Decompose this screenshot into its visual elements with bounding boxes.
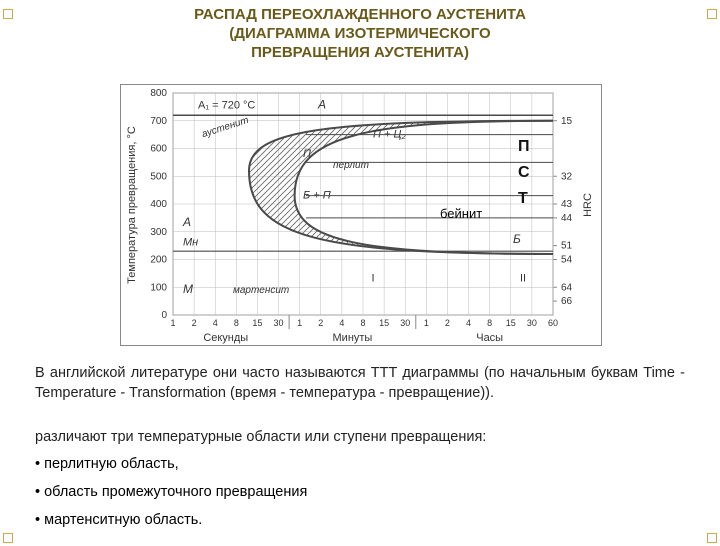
page-title: РАСПАД ПЕРЕОХЛАЖДЕННОГО АУСТЕНИТА (ДИАГР… — [0, 6, 720, 62]
svg-text:400: 400 — [150, 199, 167, 210]
svg-text:800: 800 — [150, 88, 167, 99]
svg-text:44: 44 — [561, 213, 573, 224]
paragraph-1: В английской литературе они часто называ… — [35, 364, 685, 403]
svg-text:60: 60 — [548, 318, 558, 328]
svg-text:0: 0 — [161, 310, 167, 321]
svg-text:2: 2 — [445, 318, 450, 328]
svg-text:30: 30 — [400, 318, 410, 328]
svg-text:43: 43 — [561, 199, 573, 210]
svg-text:30: 30 — [274, 318, 284, 328]
title-line3: ПРЕВРАЩЕНИЯ АУСТЕНИТА) — [0, 44, 720, 63]
right-letter-t: Т — [518, 190, 528, 208]
svg-text:8: 8 — [234, 318, 239, 328]
svg-text:Секунды: Секунды — [203, 332, 248, 344]
svg-text:Часы: Часы — [476, 332, 503, 344]
svg-text:32: 32 — [561, 171, 573, 182]
svg-text:8: 8 — [360, 318, 365, 328]
title-line1: РАСПАД ПЕРЕОХЛАЖДЕННОГО АУСТЕНИТА — [0, 6, 720, 25]
svg-text:1: 1 — [424, 318, 429, 328]
svg-text:30: 30 — [527, 318, 537, 328]
svg-text:64: 64 — [561, 282, 573, 293]
right-letter-p: П — [518, 138, 530, 156]
svg-text:Б: Б — [513, 232, 521, 246]
svg-text:15: 15 — [379, 318, 389, 328]
svg-text:15: 15 — [252, 318, 262, 328]
svg-text:600: 600 — [150, 144, 167, 155]
svg-text:1: 1 — [170, 318, 175, 328]
svg-text:Mн: Mн — [183, 237, 198, 249]
svg-text:700: 700 — [150, 116, 167, 127]
title-line2: (ДИАГРАММА ИЗОТЕРМИЧЕСКОГО — [0, 25, 720, 44]
right-letter-s: С — [518, 164, 530, 182]
svg-text:2: 2 — [192, 318, 197, 328]
svg-text:перлит: перлит — [333, 160, 369, 171]
svg-text:200: 200 — [150, 255, 167, 266]
svg-text:4: 4 — [466, 318, 471, 328]
svg-text:8: 8 — [487, 318, 492, 328]
svg-text:I: I — [371, 273, 374, 285]
bullet-1: • перлитную область, — [35, 456, 179, 472]
svg-text:4: 4 — [339, 318, 344, 328]
svg-text:мартенсит: мартенсит — [233, 285, 289, 296]
corner-tl — [3, 9, 13, 19]
svg-text:4: 4 — [213, 318, 218, 328]
svg-text:100: 100 — [150, 282, 167, 293]
bainite-label: бейнит — [440, 206, 482, 221]
svg-text:Минуты: Минуты — [333, 332, 373, 344]
corner-bl — [3, 533, 13, 543]
svg-text:2: 2 — [318, 318, 323, 328]
corner-tr — [707, 9, 717, 19]
svg-text:A₁ = 720 °C: A₁ = 720 °C — [198, 99, 255, 111]
ttt-diagram: 0100200300400500600700800666454514443321… — [120, 84, 602, 346]
bullet-3: • мартенситную область. — [35, 512, 202, 528]
svg-text:500: 500 — [150, 171, 167, 182]
paragraph-2: различают три температурные области или … — [35, 428, 685, 448]
svg-text:15: 15 — [561, 116, 573, 127]
svg-text:54: 54 — [561, 255, 573, 266]
corner-br — [707, 533, 717, 543]
svg-text:М: М — [183, 282, 193, 296]
svg-text:А: А — [182, 215, 191, 229]
svg-text:300: 300 — [150, 227, 167, 238]
bullet-2: • область промежуточного превращения — [35, 484, 307, 500]
svg-text:A: A — [317, 97, 326, 111]
y-axis-left-label: Температура превращения, °C — [126, 126, 138, 284]
svg-text:П: П — [303, 148, 311, 160]
svg-text:II: II — [520, 273, 526, 285]
diagram-svg: 0100200300400500600700800666454514443321… — [121, 85, 601, 345]
svg-text:51: 51 — [561, 241, 573, 252]
svg-text:1: 1 — [297, 318, 302, 328]
svg-text:66: 66 — [561, 296, 573, 307]
svg-text:15: 15 — [506, 318, 516, 328]
y-axis-right-label: HRC — [582, 193, 594, 217]
